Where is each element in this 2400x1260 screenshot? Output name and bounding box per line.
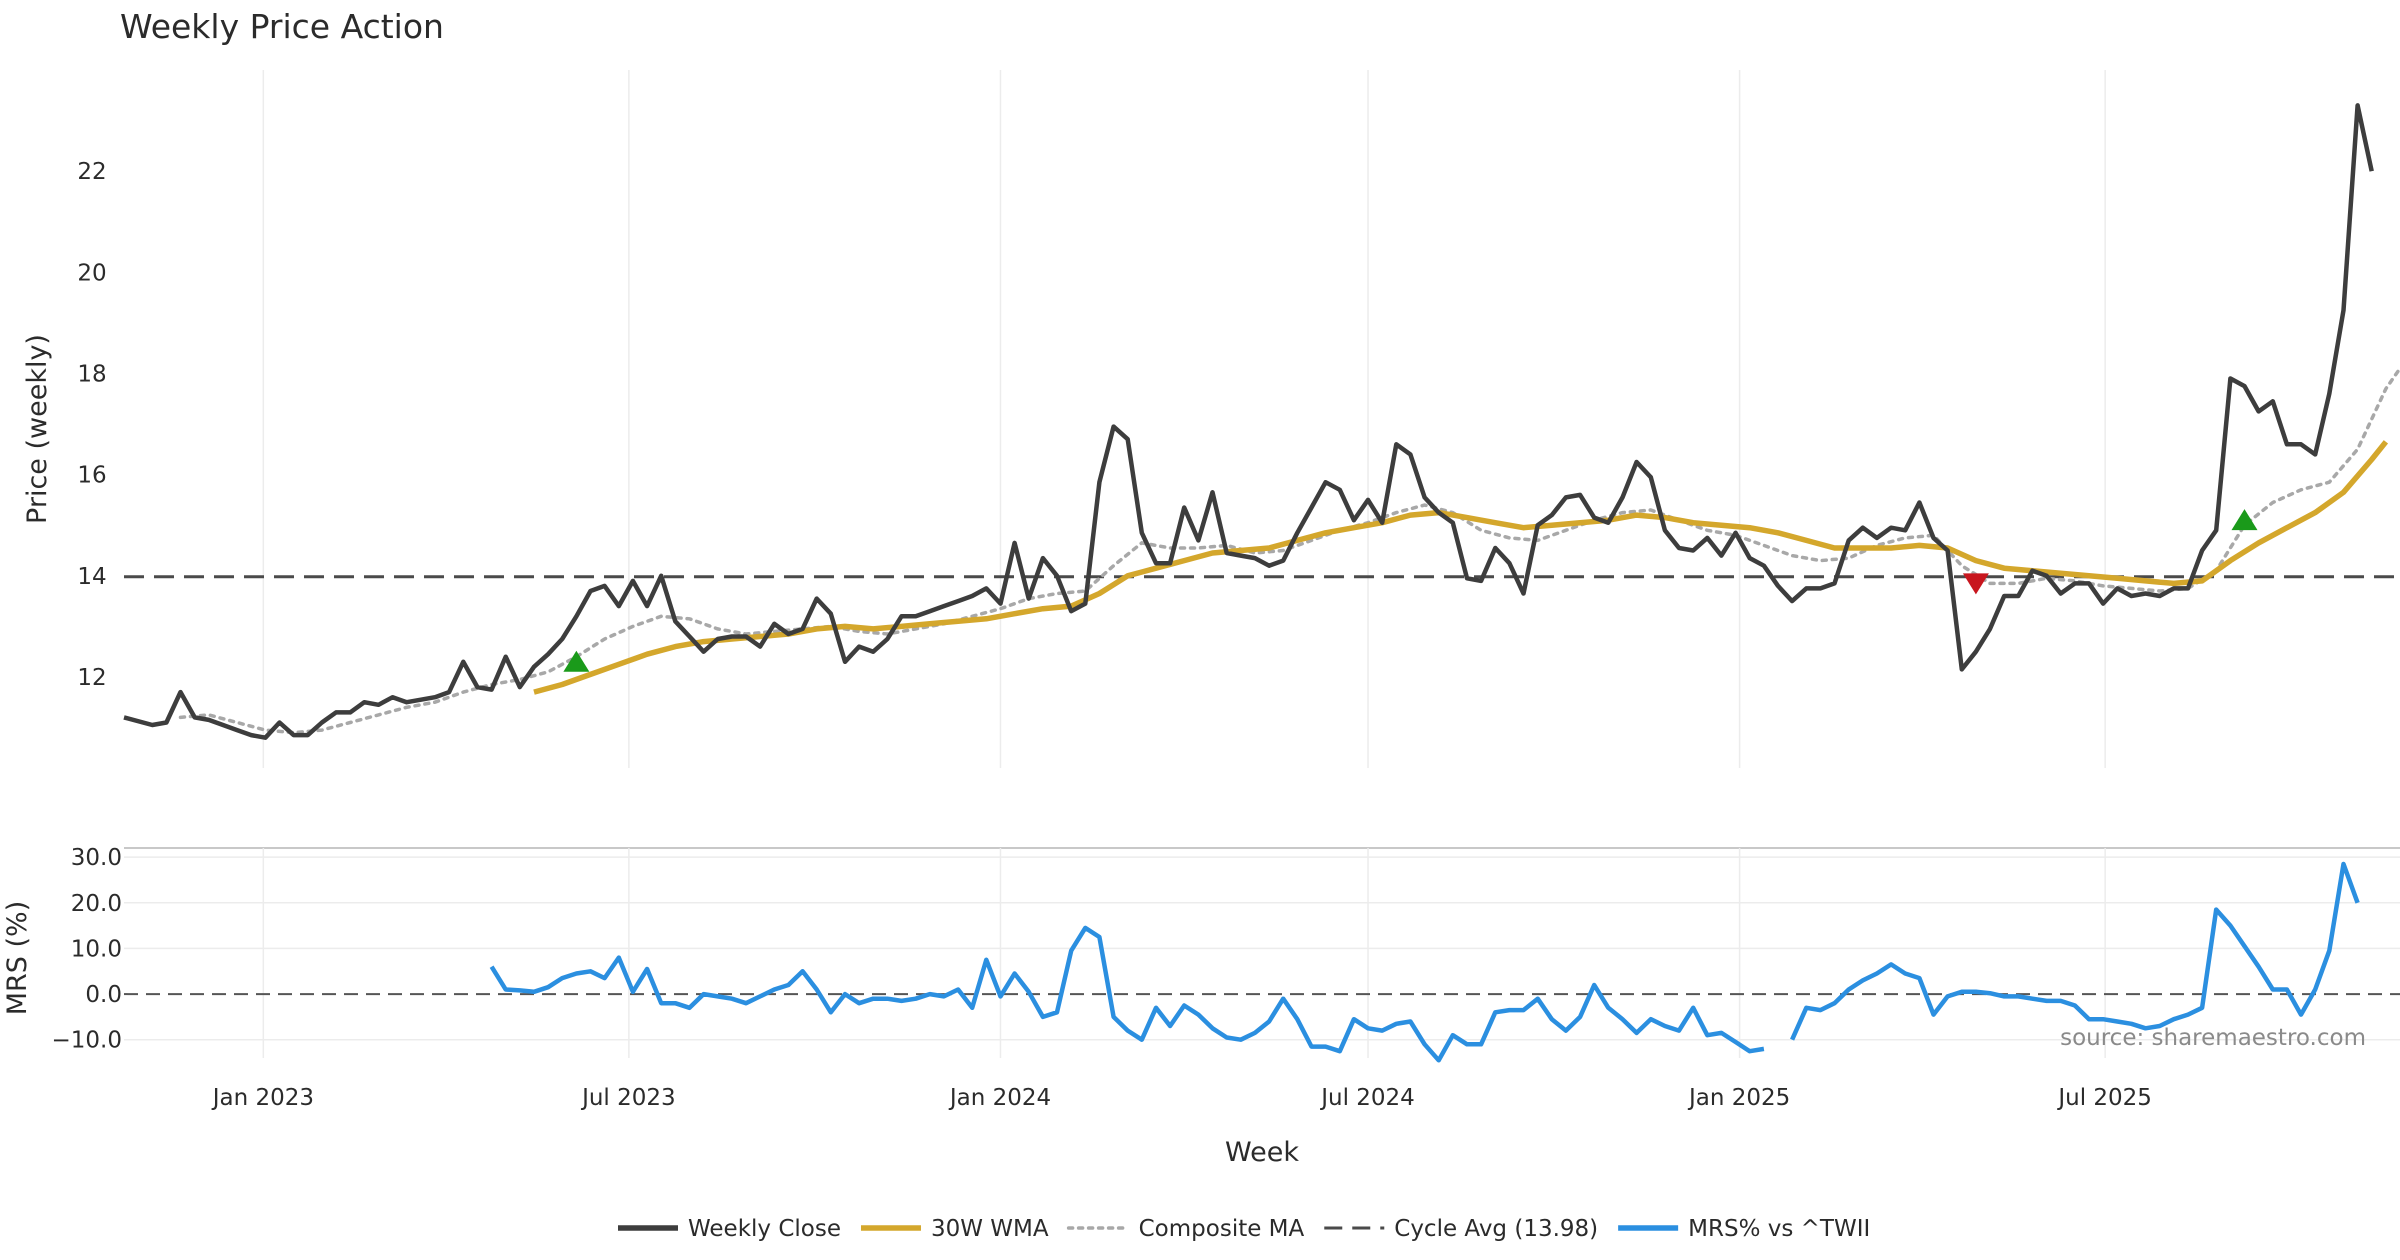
price-panel: 12 14 16 18 20 22 Price (weekly) (22, 70, 2400, 768)
mrs-y-tick-label: 30.0 (71, 845, 122, 871)
legend-label: MRS% vs ^TWII (1688, 1216, 1870, 1242)
mrs-y-ticks: 30.0 20.0 10.0 0.0 −10.0 (52, 845, 122, 1054)
buy-signal-marker (2231, 509, 2258, 531)
weekly-close-line (123, 103, 2374, 740)
mrs-y-axis-label: MRS (%) (2, 901, 33, 1016)
legend-item-wma: 30W WMA (860, 1216, 1049, 1242)
legend-label: Cycle Avg (13.98) (1394, 1216, 1598, 1242)
x-tick-label: Jan 2024 (948, 1085, 1051, 1111)
x-tick-label: Jul 2023 (580, 1085, 676, 1111)
price-grid (262, 70, 2106, 768)
wma-30w-line (533, 440, 2389, 695)
price-y-tick-label: 16 (77, 463, 106, 489)
legend-label: Weekly Close (688, 1216, 841, 1242)
mrs-line-segment (1790, 861, 2360, 1041)
legend-label: Composite MA (1139, 1216, 1305, 1242)
price-y-ticks: 12 14 16 18 20 22 (77, 159, 106, 691)
sell-signal-marker (1962, 573, 1989, 595)
legend-item-cycle: Cycle Avg (13.98) (1324, 1216, 1598, 1242)
price-y-tick-label: 12 (77, 665, 106, 691)
mrs-y-tick-label: 20.0 (71, 891, 122, 917)
mrs-panel: 30.0 20.0 10.0 0.0 −10.0 MRS (%) source: sha… (2, 845, 2400, 1063)
mrs-y-tick-label: 0.0 (85, 982, 122, 1008)
legend-item-close: Weekly Close (618, 1216, 841, 1242)
composite-ma-line (178, 366, 2400, 735)
x-tick-label: Jan 2025 (1687, 1085, 1790, 1111)
legend: Weekly Close 30W WMA Composite MA Cycle Avg… (618, 1216, 1870, 1242)
x-axis-ticks: Jan 2023 Jul 2023 Jan 2024 Jul 2024 Jan 2025… (211, 1085, 2152, 1111)
x-tick-label: Jul 2025 (2056, 1085, 2152, 1111)
chart-title: Weekly Price Action (120, 7, 444, 46)
mrs-y-tick-label: −10.0 (52, 1028, 122, 1054)
x-axis-label: Week (1225, 1137, 1299, 1168)
source-note: source: sharemaestro.com (2060, 1025, 2366, 1051)
legend-label: 30W WMA (931, 1216, 1049, 1242)
price-y-tick-label: 14 (77, 564, 106, 590)
mrs-y-tick-label: 10.0 (71, 936, 122, 962)
signal-markers (563, 509, 2258, 672)
x-tick-label: Jan 2023 (211, 1085, 314, 1111)
price-y-tick-label: 22 (77, 159, 106, 185)
buy-signal-marker (563, 650, 590, 672)
x-tick-label: Jul 2024 (1319, 1085, 1415, 1111)
price-y-tick-label: 20 (77, 260, 106, 286)
price-y-axis-label: Price (weekly) (22, 334, 53, 524)
mrs-lines (489, 861, 2360, 1063)
legend-item-composite: Composite MA (1066, 1216, 1305, 1242)
mrs-grid (124, 848, 2400, 1058)
legend-item-mrs: MRS% vs ^TWII (1618, 1216, 1870, 1242)
mrs-line-segment (489, 925, 1765, 1063)
price-y-tick-label: 18 (77, 361, 106, 387)
